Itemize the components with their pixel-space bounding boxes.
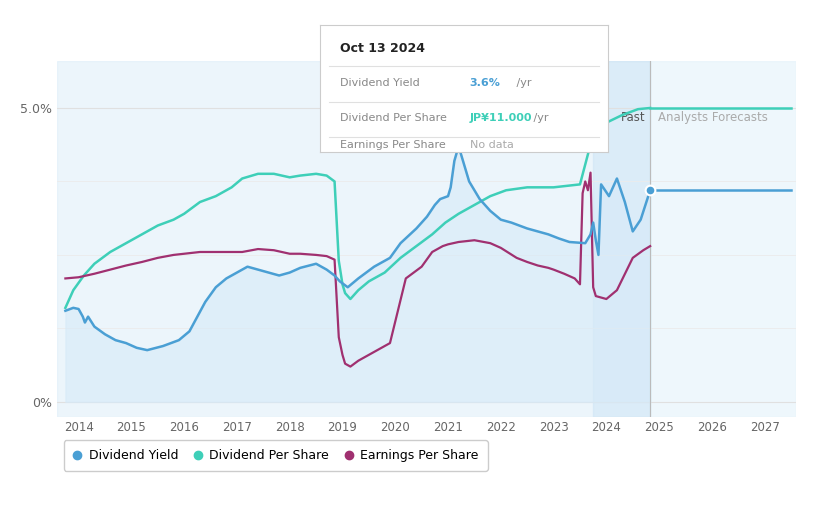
Text: /yr: /yr	[512, 78, 531, 87]
Text: Earnings Per Share: Earnings Per Share	[341, 140, 446, 150]
Text: Past: Past	[621, 111, 646, 124]
Text: Dividend Yield: Dividend Yield	[341, 78, 420, 87]
Text: Oct 13 2024: Oct 13 2024	[341, 42, 425, 55]
Text: /yr: /yr	[530, 113, 548, 123]
Text: No data: No data	[470, 140, 513, 150]
Legend: Dividend Yield, Dividend Per Share, Earnings Per Share: Dividend Yield, Dividend Per Share, Earn…	[64, 440, 488, 471]
Bar	[650, 61, 796, 417]
Bar	[594, 61, 650, 417]
Text: JP¥11.000: JP¥11.000	[470, 113, 532, 123]
Text: Dividend Per Share: Dividend Per Share	[341, 113, 447, 123]
Bar	[57, 61, 650, 417]
Text: 3.6%: 3.6%	[470, 78, 501, 87]
Text: Analysts Forecasts: Analysts Forecasts	[658, 111, 768, 124]
